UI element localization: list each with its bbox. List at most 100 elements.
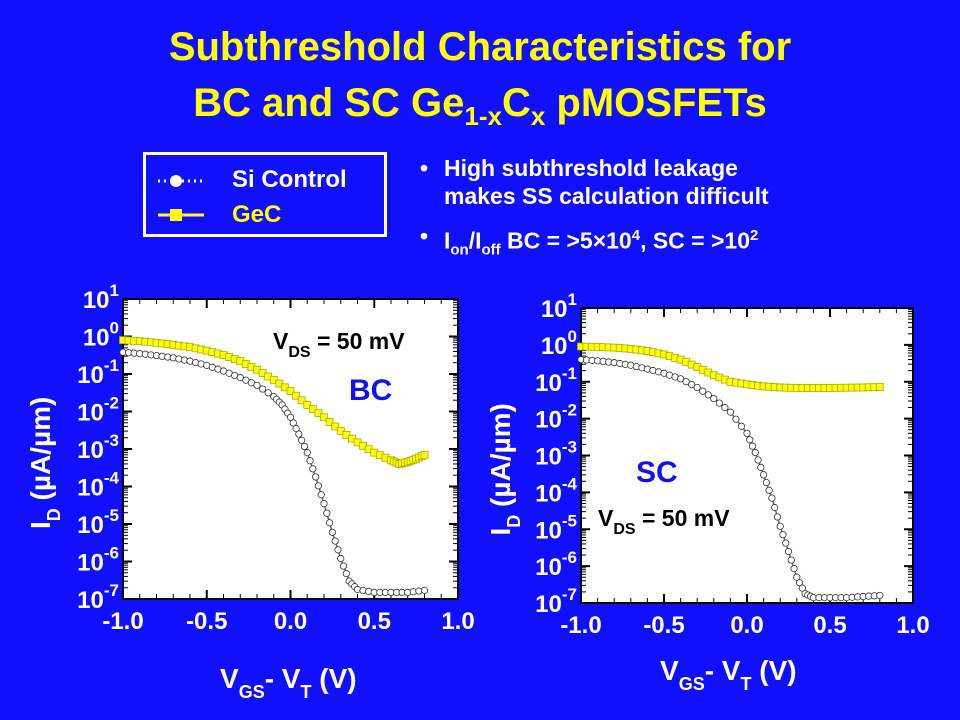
y-tick-exponent: -6 — [104, 544, 119, 563]
data-point-gec — [314, 409, 323, 418]
data-point-si-control — [759, 471, 768, 479]
bullet-2-text-2: , SC = >10 — [640, 227, 751, 254]
y-tick-label: 10-7 — [77, 581, 119, 614]
x-tick-label: 0.0 — [730, 612, 763, 639]
x-axis-label: VGS- VT (V) — [660, 655, 797, 694]
data-point-si-control — [751, 448, 759, 457]
data-point-si-control — [688, 380, 696, 389]
y-tick-label: 10-1 — [77, 356, 119, 389]
data-point-si-control — [726, 408, 734, 416]
bullet-1-line-2: makes SS calculation difficult — [444, 183, 769, 209]
x-tick-label: 1.0 — [441, 608, 474, 635]
y-axis-label: ID (µA/µm) — [485, 403, 524, 535]
data-point-si-control — [677, 375, 685, 383]
y-tick-exponent: -5 — [562, 511, 577, 530]
data-point-si-control — [715, 399, 723, 407]
vds-sub: DS — [288, 344, 311, 361]
data-point-si-control — [743, 429, 751, 437]
y-tick-exponent: -2 — [104, 394, 119, 413]
x-tick-label: -1.0 — [560, 612, 601, 639]
data-point-si-control — [754, 456, 762, 464]
data-point-gec — [331, 422, 340, 431]
x-label-units: (V) — [311, 663, 356, 694]
y-tick-base: 10 — [535, 591, 562, 618]
data-point-si-control — [771, 503, 779, 512]
data-point-gec — [292, 391, 300, 400]
data-point-si-control — [779, 531, 787, 539]
vds-v: V — [273, 328, 289, 354]
title-line-2: BC and SC Ge1-xCx pMOSFETs — [0, 76, 960, 143]
x-label-sub-gs: GS — [239, 682, 265, 702]
x-label-v: V — [220, 663, 239, 694]
x-label-sub-gs: GS — [679, 674, 705, 694]
y-tick-base: 10 — [535, 517, 562, 544]
y-tick-label: 10-4 — [77, 469, 119, 502]
data-point-si-control — [339, 562, 348, 570]
data-point-si-control — [773, 513, 782, 521]
data-point-gec — [325, 418, 334, 426]
data-point-gec — [420, 450, 429, 459]
y-tick-exponent: -6 — [562, 548, 577, 567]
y-tick-base: 10 — [77, 587, 104, 614]
data-point-si-control — [286, 413, 295, 421]
x-tick-label: 0.0 — [274, 608, 307, 635]
data-point-si-control — [710, 394, 718, 403]
data-point-si-control — [306, 457, 314, 465]
y-tick-label: 10-3 — [535, 438, 577, 471]
x-label-sub-t: T — [740, 674, 751, 694]
bullet-dot: • — [420, 155, 429, 181]
bullet-2-sup-2: 2 — [750, 227, 759, 244]
y-tick-exponent: -7 — [562, 585, 577, 604]
x-axis-label: VGS- VT (V) — [220, 663, 357, 702]
data-point-si-control — [342, 569, 350, 578]
data-point-si-control — [303, 449, 311, 457]
data-point-si-control — [699, 387, 707, 395]
y-axis-label: ID (µA/µm) — [25, 397, 64, 529]
y-tick-label: 100 — [541, 327, 577, 360]
y-tick-label: 10-7 — [535, 585, 577, 618]
y-tick-exponent: -4 — [104, 469, 120, 488]
x-tick-label: -1.0 — [102, 608, 143, 635]
title-line-1: Subthreshold Characteristics for — [168, 25, 792, 69]
y-label-units: (µA/µm) — [25, 397, 56, 509]
y-tick-base: 10 — [535, 407, 562, 434]
data-point-gec — [875, 383, 884, 391]
y-label-sub: D — [504, 515, 524, 528]
bullet-2-text-1: BC = >5×10 — [500, 227, 632, 254]
vds-v: V — [598, 505, 614, 531]
y-tick-exponent: 0 — [110, 319, 119, 338]
y-label-units: (µA/µm) — [485, 403, 516, 515]
y-tick-exponent: 1 — [110, 281, 119, 300]
data-point-si-control — [420, 586, 429, 594]
y-tick-label: 10-2 — [77, 394, 119, 427]
data-point-si-control — [292, 424, 300, 433]
data-point-si-control — [762, 478, 770, 487]
title-text-a: BC and SC Ge — [193, 81, 465, 125]
y-label-i: I — [25, 521, 56, 529]
y-tick-exponent: -3 — [104, 431, 119, 450]
data-point-si-control — [693, 383, 701, 392]
y-tick-base: 10 — [83, 287, 110, 314]
data-point-si-control — [782, 539, 790, 547]
y-tick-label: 10-1 — [535, 364, 577, 397]
data-point-si-control — [331, 537, 339, 545]
panel-label: SC — [636, 456, 678, 489]
y-tick-exponent: -7 — [104, 581, 119, 600]
x-label-v: V — [660, 655, 679, 686]
data-point-si-control — [295, 430, 303, 438]
data-point-si-control — [258, 385, 267, 393]
x-tick-label: -0.5 — [643, 612, 684, 639]
vds-sub: DS — [613, 521, 636, 538]
y-tick-label: 10-2 — [535, 401, 577, 434]
y-tick-base: 10 — [535, 554, 562, 581]
data-point-si-control — [325, 519, 334, 527]
x-tick-label: -0.5 — [186, 608, 227, 635]
data-point-si-control — [757, 463, 765, 471]
data-point-si-control — [298, 436, 306, 444]
vds-rest: = 50 mV — [636, 505, 731, 531]
bullet-2-slash: /I — [468, 227, 482, 254]
legend-markers — [158, 175, 204, 221]
y-tick-base: 10 — [83, 325, 110, 352]
